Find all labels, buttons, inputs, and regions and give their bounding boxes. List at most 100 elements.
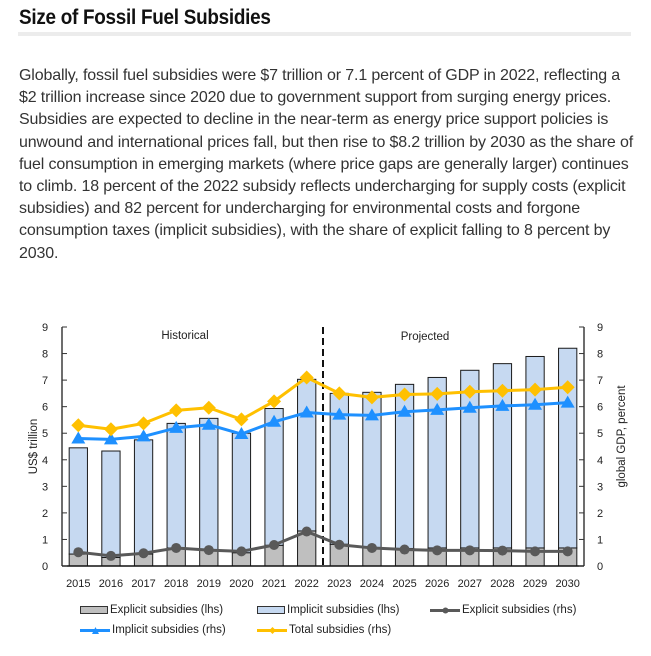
point-total-subsidies-rhs-2019 (201, 400, 216, 415)
bar-implicit-2022 (297, 378, 317, 532)
point-explicit-subsidies-rhs-2018 (171, 542, 182, 553)
legend-item-implicit-lhs: Implicit subsidies (lhs) (257, 604, 399, 616)
x-tick-label: 2024 (360, 578, 384, 590)
bar-implicit-2015 (68, 447, 88, 555)
body-paragraph: Globally, fossil fuel subsidies were $7 … (19, 67, 634, 262)
axes-group: 0 1 2 3 4 5 6 7 8 9 0 1 2 3 4 5 6 7 8 9 2015 2016 2017 2018 2019… (42, 322, 603, 590)
x-tick-label: 2016 (99, 578, 123, 590)
annotation-projected: Projected (401, 331, 450, 343)
legend-item-implicit-rhs: Implicit subsidies (rhs) (80, 624, 226, 636)
legend-swatch-blue-bar (257, 606, 285, 614)
point-explicit-subsidies-rhs-2022 (301, 526, 312, 537)
x-tick-label: 2018 (164, 578, 188, 590)
point-total-subsidies-rhs-2022 (299, 370, 314, 385)
point-total-subsidies-rhs-2016 (103, 422, 118, 437)
bar-implicit-2020 (231, 432, 252, 554)
point-implicit-subsidies-rhs-2030 (560, 395, 575, 408)
point-implicit-subsidies-rhs-2015 (71, 431, 86, 444)
point-explicit-subsidies-rhs-2023 (334, 539, 345, 550)
point-total-subsidies-rhs-2023 (332, 386, 347, 401)
point-total-subsidies-rhs-2028 (495, 383, 510, 398)
lines-group (71, 370, 575, 561)
y-tick-label-left: 7 (42, 375, 48, 387)
legend-label: Implicit subsidies (lhs) (287, 604, 400, 616)
point-implicit-subsidies-rhs-2017 (136, 429, 151, 442)
x-tick-label: 2019 (197, 578, 221, 590)
legend-swatch-gray-bar (80, 606, 108, 614)
point-total-subsidies-rhs-2020 (234, 412, 249, 427)
legend-label: Explicit subsidies (rhs) (462, 604, 577, 616)
annotation-historical: Historical (161, 330, 208, 342)
y-tick-label-right: 0 (597, 561, 603, 573)
point-total-subsidies-rhs-2024 (364, 390, 379, 405)
bars-group (68, 347, 578, 567)
bar-implicit-2017 (133, 439, 154, 555)
x-tick-label: 2021 (262, 578, 286, 590)
y-tick-label-left: 4 (42, 455, 48, 467)
legend-item-explicit-lhs: Explicit subsidies (lhs) (80, 604, 223, 616)
point-explicit-subsidies-rhs-2025 (399, 544, 410, 555)
point-implicit-subsidies-rhs-2021 (267, 414, 282, 427)
x-tick-label: 2023 (327, 578, 351, 590)
x-tick-label: 2017 (131, 578, 155, 590)
point-implicit-subsidies-rhs-2023 (332, 407, 347, 420)
legend-label: Total subsidies (rhs) (289, 624, 392, 636)
line-implicit-subsidies-rhs (78, 401, 568, 441)
legend-swatch-blue-line-triangle (80, 624, 110, 636)
point-explicit-subsidies-rhs-2029 (530, 546, 541, 557)
y-tick-label-left: 8 (42, 349, 48, 361)
y-tick-label-right: 7 (597, 375, 603, 387)
y-tick-label-right: 8 (597, 349, 603, 361)
y-tick-label-left: 2 (42, 508, 48, 520)
point-implicit-subsidies-rhs-2016 (103, 432, 118, 445)
point-explicit-subsidies-rhs-2021 (269, 540, 280, 551)
line-explicit-subsidies-rhs (78, 529, 568, 558)
x-tick-label: 2025 (392, 578, 416, 590)
point-explicit-subsidies-rhs-2016 (105, 550, 116, 561)
x-tick-label: 2015 (66, 578, 90, 590)
point-explicit-subsidies-rhs-2027 (464, 545, 475, 556)
legend-label: Implicit subsidies (rhs) (112, 624, 226, 636)
bar-implicit-2019 (199, 417, 219, 551)
y-tick-label-right: 3 (597, 481, 603, 493)
y-axis-title-right: global GDP, percent (616, 385, 628, 488)
point-implicit-subsidies-rhs-2027 (462, 400, 477, 413)
point-explicit-subsidies-rhs-2019 (203, 545, 214, 556)
y-tick-label-left: 9 (42, 322, 48, 334)
point-explicit-subsidies-rhs-2015 (73, 547, 84, 558)
bar-implicit-2021 (264, 408, 284, 546)
point-explicit-subsidies-rhs-2026 (432, 545, 443, 556)
y-tick-label-left: 3 (42, 481, 48, 493)
subsidies-chart: 0 1 2 3 4 5 6 7 8 9 0 1 2 3 4 5 6 7 8 9 2015 2016 2017 2018 2019… (28, 322, 628, 590)
point-implicit-subsidies-rhs-2019 (201, 417, 216, 430)
point-implicit-subsidies-rhs-2028 (495, 398, 510, 411)
point-total-subsidies-rhs-2027 (462, 384, 477, 399)
x-tick-label: 2022 (294, 578, 318, 590)
y-axis-title-left: US$ trillion (28, 419, 40, 475)
point-explicit-subsidies-rhs-2020 (236, 546, 247, 557)
legend-swatch-yellow-line-diamond (257, 624, 287, 636)
point-total-subsidies-rhs-2026 (430, 386, 445, 401)
point-total-subsidies-rhs-2017 (136, 416, 151, 431)
bar-implicit-2016 (101, 450, 121, 559)
y-tick-label-right: 1 (597, 534, 603, 546)
point-implicit-subsidies-rhs-2029 (528, 397, 543, 410)
point-total-subsidies-rhs-2030 (560, 380, 575, 395)
legend-swatch-gray-line-circle (430, 604, 460, 616)
legend-label: Explicit subsidies (lhs) (110, 604, 224, 616)
bar-implicit-2018 (166, 422, 186, 549)
line-total-subsidies-rhs (78, 375, 568, 431)
y-tick-label-right: 9 (597, 322, 603, 334)
point-total-subsidies-rhs-2015 (71, 418, 86, 433)
y-tick-label-left: 6 (42, 402, 48, 414)
point-total-subsidies-rhs-2021 (267, 394, 282, 409)
x-tick-label: 2020 (229, 578, 253, 590)
y-tick-label-right: 6 (597, 402, 603, 414)
y-tick-label-right: 4 (597, 455, 603, 467)
point-implicit-subsidies-rhs-2020 (234, 427, 249, 440)
point-explicit-subsidies-rhs-2024 (366, 542, 377, 553)
point-implicit-subsidies-rhs-2018 (169, 420, 184, 433)
point-explicit-subsidies-rhs-2017 (138, 548, 149, 559)
section-title: Size of Fossil Fuel Subsidies (19, 6, 271, 29)
y-tick-label-left: 0 (42, 561, 48, 573)
